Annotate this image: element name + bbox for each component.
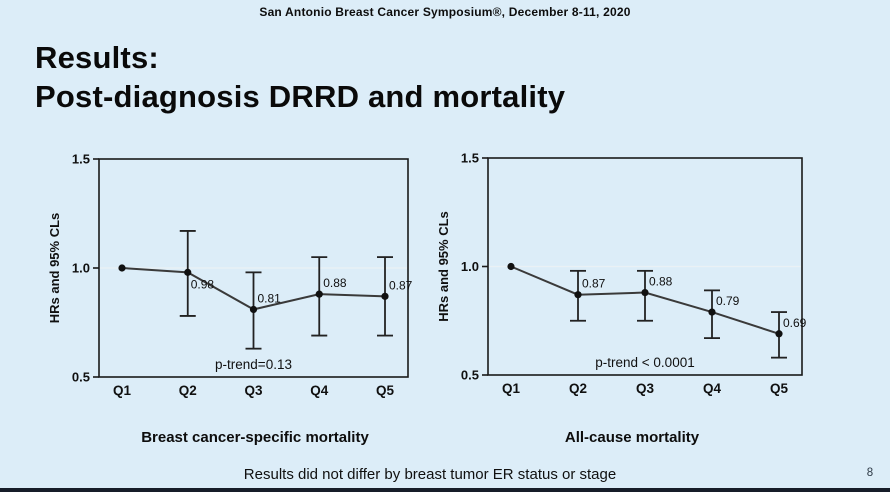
all-cause-mortality-chart: 0.5 1.0 1.5 HRs and 95% CLs 0.87 0.88 0.79 0.69… <box>436 151 807 397</box>
data-point <box>315 290 323 298</box>
x-category-label: Q4 <box>703 381 722 396</box>
conference-header: San Antonio Breast Cancer Symposium®, De… <box>259 5 631 19</box>
data-point <box>641 288 649 297</box>
x-category-label: Q2 <box>569 381 587 396</box>
left-chart-caption: Breast cancer-specific mortality <box>141 429 369 446</box>
data-point-label: 0.81 <box>258 291 282 305</box>
y-tick-label: 1.5 <box>72 152 90 167</box>
x-category-label: Q4 <box>310 383 329 398</box>
data-point <box>118 264 126 272</box>
x-category-label: Q1 <box>113 383 132 398</box>
x-category-label: Q5 <box>770 381 789 396</box>
y-tick-label: 1.5 <box>461 151 479 166</box>
x-category-label: Q5 <box>376 383 395 398</box>
y-axis-label: HRs and 95% CLs <box>436 211 451 322</box>
footnote: Results did not differ by breast tumor E… <box>243 466 617 483</box>
y-tick-label: 0.5 <box>461 368 479 383</box>
data-point-label: 0.87 <box>389 278 413 292</box>
x-category-label: Q2 <box>179 383 197 398</box>
slide-title-line1: Results: <box>35 40 159 75</box>
data-point <box>249 305 258 314</box>
data-point-label: 0.88 <box>323 276 347 290</box>
data-point <box>381 292 389 300</box>
y-tick-label: 1.0 <box>72 261 90 276</box>
data-point <box>507 262 515 271</box>
p-trend-annotation: p-trend=0.13 <box>215 357 292 372</box>
right-chart-caption: All-cause mortality <box>564 429 700 446</box>
x-category-label: Q3 <box>244 383 263 398</box>
slide-title: Results: Post-diagnosis DRRD and mortali… <box>35 38 565 116</box>
data-point-label: 0.98 <box>191 277 215 291</box>
slide-title-line2: Post-diagnosis DRRD and mortality <box>35 79 566 114</box>
data-point <box>184 268 192 276</box>
data-point <box>574 291 582 299</box>
data-point <box>775 330 783 338</box>
x-category-label: Q3 <box>636 381 655 396</box>
data-point-label: 0.87 <box>582 277 606 291</box>
page-number: 8 <box>866 467 874 479</box>
breast-cancer-specific-mortality-chart: 0.5 1.0 1.5 HRs and 95% CLs 0.98 0.81 0.88 0.87… <box>47 152 413 399</box>
data-point-label: 0.79 <box>716 294 740 308</box>
bottom-strip <box>0 488 890 492</box>
x-category-label: Q1 <box>502 381 521 396</box>
data-point-label: 0.69 <box>783 316 807 330</box>
data-point-label: 0.88 <box>649 275 673 289</box>
data-point <box>708 308 716 316</box>
y-axis-label: HRs and 95% CLs <box>47 213 62 324</box>
y-tick-label: 0.5 <box>72 370 90 385</box>
y-tick-label: 1.0 <box>461 259 479 274</box>
p-trend-annotation: p-trend < 0.0001 <box>595 355 694 370</box>
